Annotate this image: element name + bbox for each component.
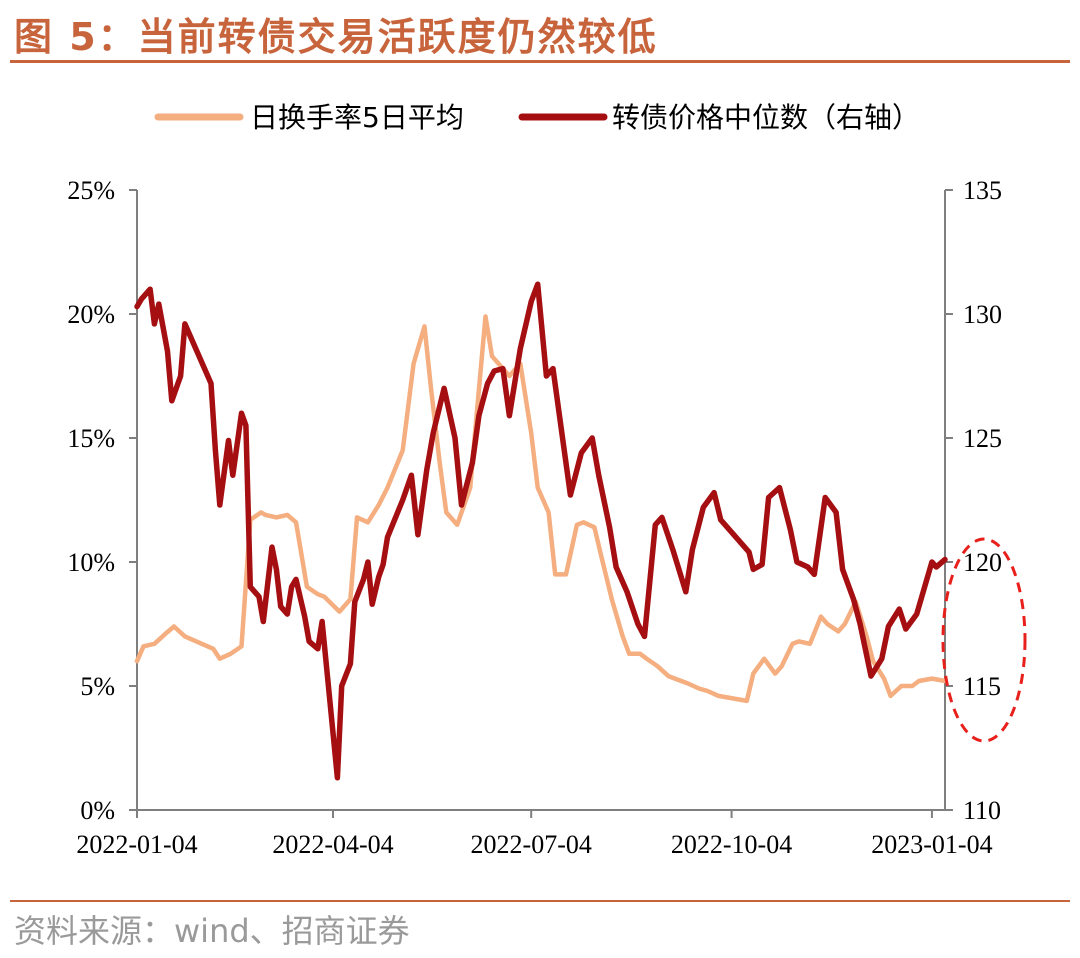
- left-tick-label: 20%: [67, 300, 115, 329]
- figure-title: 图 5：当前转债交易活跃度仍然较低: [14, 15, 658, 59]
- legend: 日换手率5日平均 转债价格中位数（右轴）: [154, 101, 920, 134]
- left-tick-label: 15%: [67, 424, 115, 453]
- legend-label: 转债价格中位数（右轴）: [612, 101, 920, 134]
- right-tick-label: 125: [963, 424, 1002, 453]
- legend-label: 日换手率5日平均: [250, 101, 464, 134]
- right-tick-label: 115: [963, 672, 1001, 701]
- source-note: 资料来源：wind、招商证券: [14, 912, 410, 950]
- left-tick-label: 10%: [67, 548, 115, 577]
- left-tick-label: 5%: [80, 672, 115, 701]
- highlight-ellipse: [941, 537, 1027, 743]
- left-tick-label: 0%: [80, 796, 115, 825]
- left-tick-label: 25%: [67, 176, 115, 205]
- right-tick-label: 130: [963, 300, 1002, 329]
- title-divider: [10, 60, 1070, 63]
- axes: 0% 5% 10% 15% 20% 25% 110 115 120 125 130 135 2022-0…: [67, 176, 1002, 859]
- annotation: [941, 537, 1027, 743]
- chart-area: 日换手率5日平均 转债价格中位数（右轴） 0% 5% 10% 15% 20% 25% 110 1…: [67, 101, 1027, 859]
- right-tick-label: 120: [963, 548, 1002, 577]
- x-tick-label: 2022-04-04: [272, 830, 393, 859]
- x-tick-label: 2022-10-04: [671, 830, 792, 859]
- turnover-series-line: [134, 314, 948, 704]
- x-tick-label: 2023-01-04: [871, 830, 992, 859]
- x-tick-label: 2022-07-04: [471, 830, 592, 859]
- right-tick-label: 110: [963, 796, 1001, 825]
- x-tick-label: 2022-01-04: [76, 830, 197, 859]
- price-series-line: [134, 281, 948, 781]
- series-lines: [134, 281, 948, 781]
- right-tick-label: 135: [963, 176, 1002, 205]
- source-divider: [10, 900, 1070, 902]
